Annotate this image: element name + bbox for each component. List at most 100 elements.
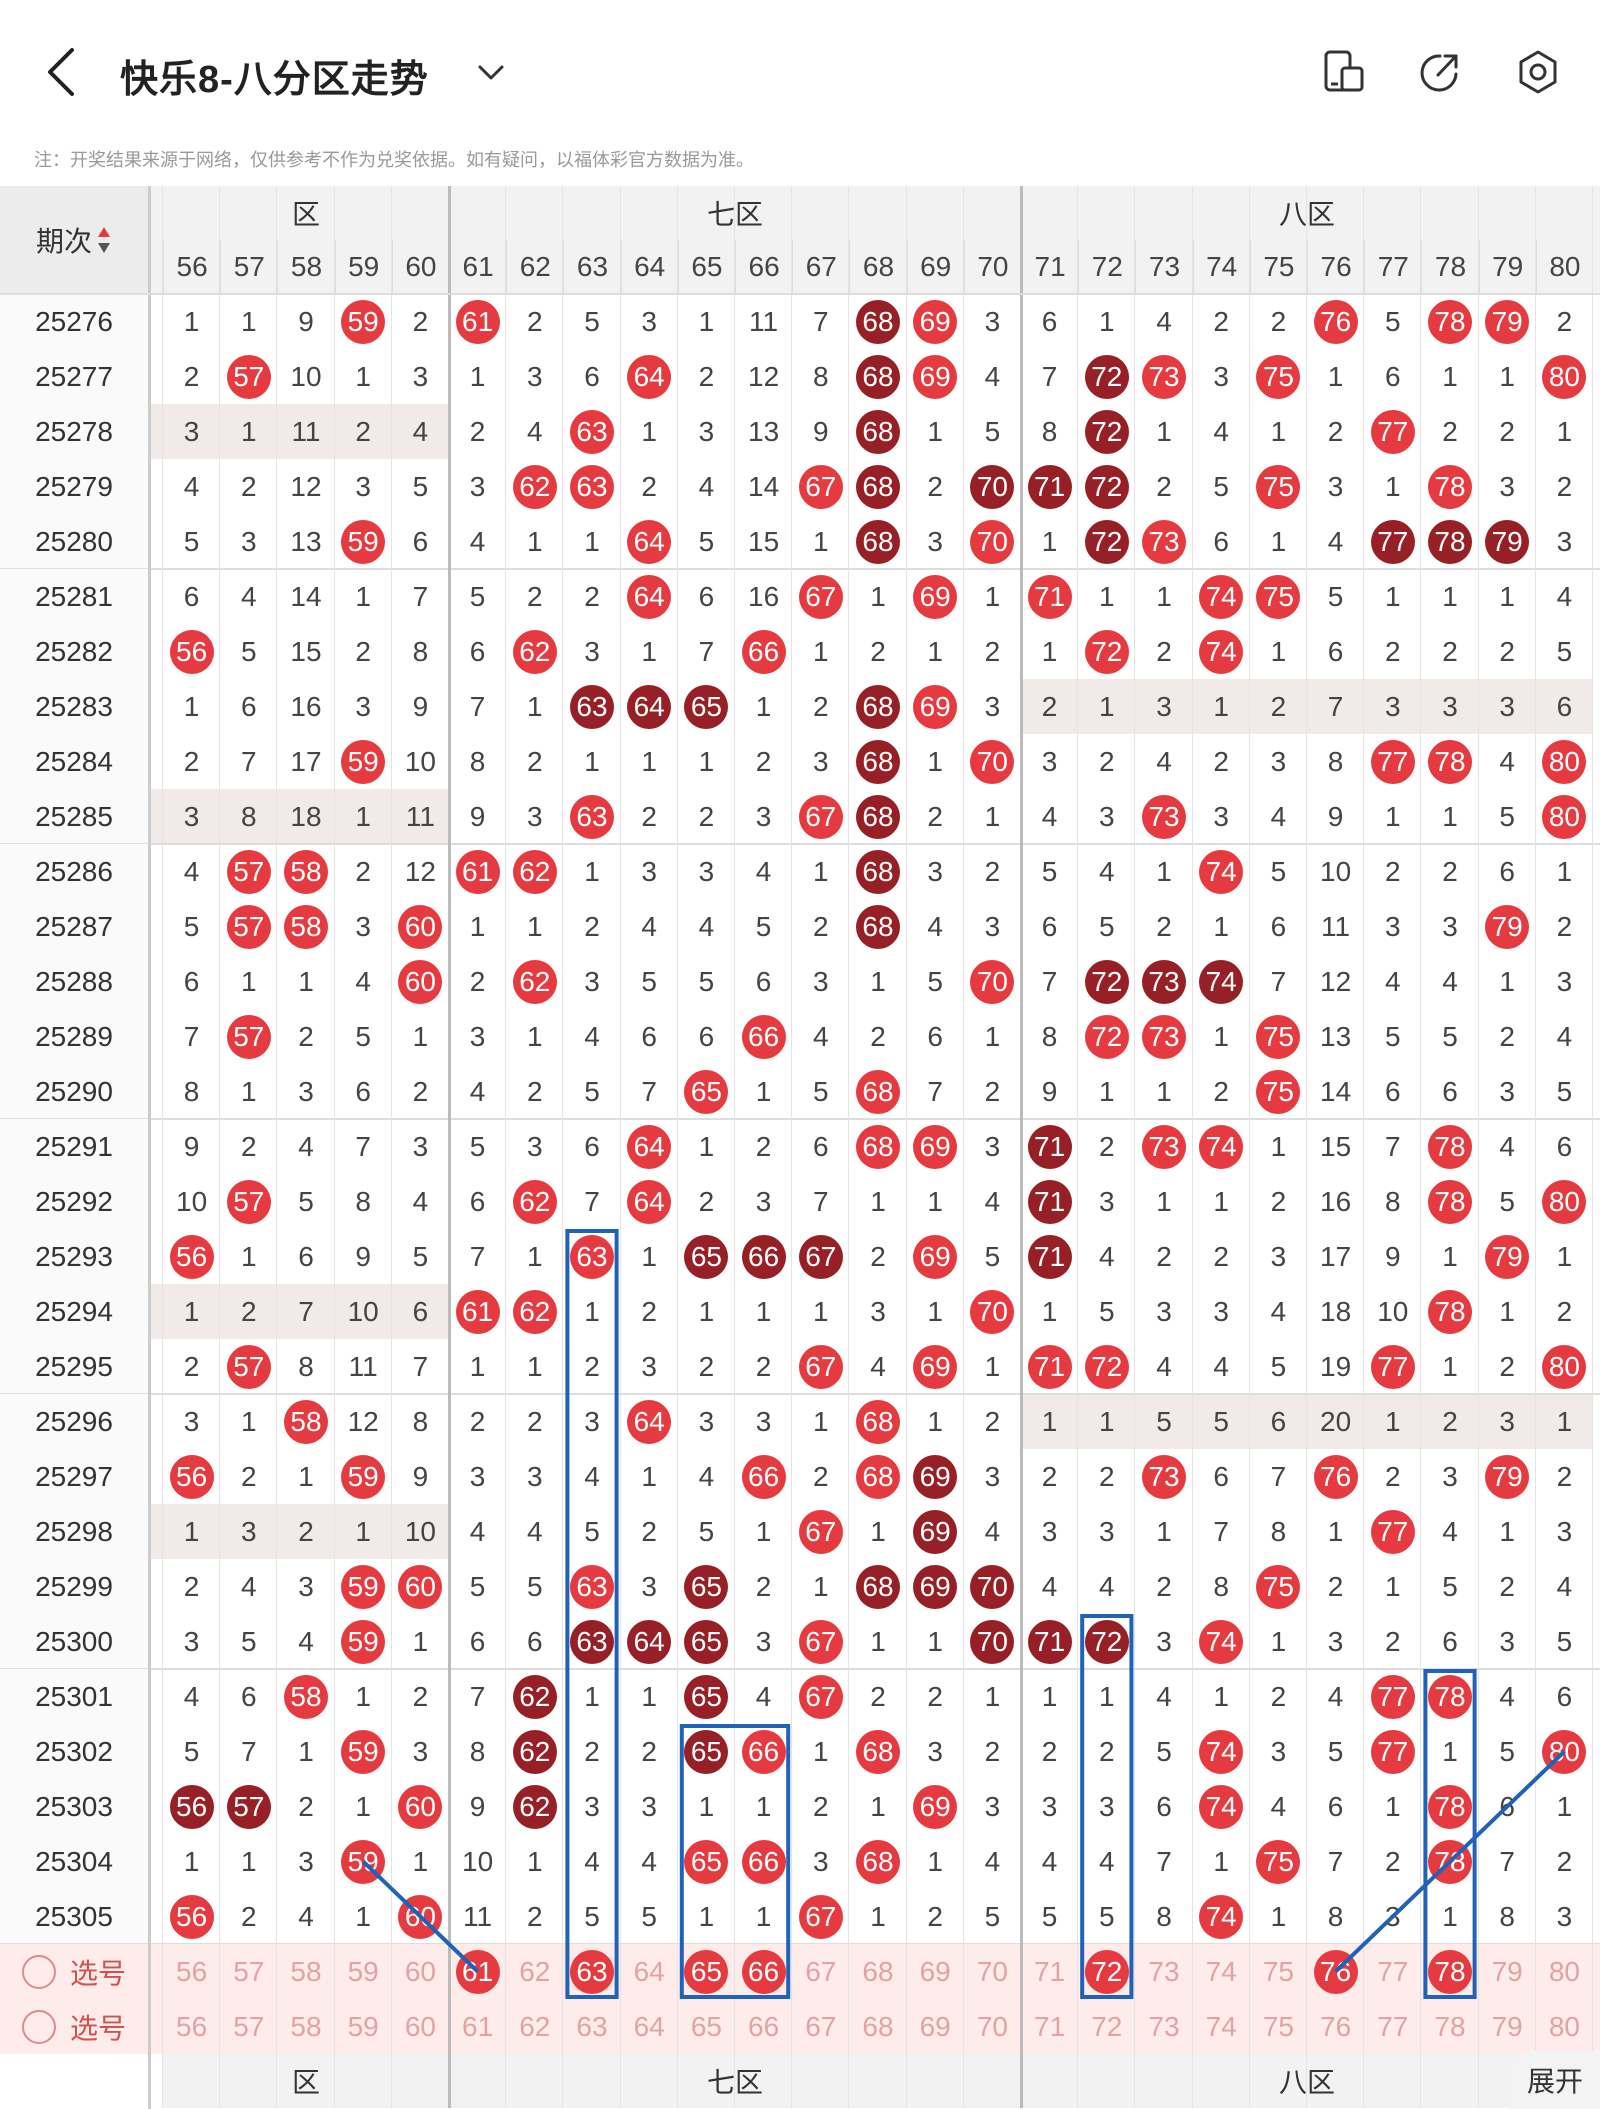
select-cell[interactable]: 75 [1262, 2010, 1294, 2042]
select-cell[interactable]: 58 [290, 1955, 322, 1987]
picked-ball[interactable]: 76 [1313, 1949, 1358, 1994]
back-button[interactable] [40, 44, 84, 100]
select-cell[interactable]: 80 [1548, 1955, 1580, 1987]
table-cell: 9 [469, 800, 486, 832]
table-cell: 5 [698, 1515, 715, 1547]
select-cell[interactable]: 78 [1421, 1944, 1478, 1999]
select-cell[interactable]: 66 [748, 2010, 780, 2042]
select-cell[interactable]: 69 [919, 1955, 951, 1987]
select-cell[interactable]: 64 [633, 1955, 665, 1987]
select-cell[interactable]: 60 [404, 2010, 436, 2042]
select-cell[interactable]: 60 [404, 1955, 436, 1987]
table-cell: 62 [506, 1669, 563, 1724]
table-cell: 60 [392, 1779, 449, 1834]
table-cell: 2 [1213, 745, 1229, 777]
table-cell: 7 [412, 580, 429, 612]
select-cell[interactable]: 70 [976, 1955, 1008, 1987]
issue-header[interactable]: 期次 [0, 186, 148, 294]
select-cell[interactable]: 58 [290, 2010, 322, 2042]
table-cell: 67 [792, 459, 849, 514]
table-cell: 2 [1384, 1845, 1401, 1877]
select-cell[interactable]: 59 [347, 2010, 379, 2042]
table-cell: 62 [506, 1724, 563, 1779]
select-cell[interactable]: 63 [563, 1944, 620, 1999]
table-cell: 1 [755, 1900, 772, 1932]
select-radio-icon[interactable] [21, 1954, 56, 1989]
select-radio-icon[interactable] [21, 2009, 56, 2044]
table-cell: 5 [984, 415, 1001, 447]
drawn-ball: 80 [1542, 1344, 1587, 1389]
page-title[interactable]: 快乐8-八分区走势 [120, 59, 429, 101]
table-cell: 68 [849, 1834, 906, 1889]
table-cell: 2 [1499, 1020, 1515, 1052]
trend-table[interactable]: 期次区区七区七区八区八区5657585960616263646566676869… [0, 186, 1600, 2109]
select-row-label[interactable]: 选号 [0, 1944, 148, 1999]
picked-ball[interactable]: 66 [741, 1949, 786, 1994]
select-cell[interactable]: 74 [1205, 2010, 1237, 2042]
select-cell[interactable]: 62 [519, 2010, 551, 2042]
settings-button[interactable] [1514, 48, 1562, 96]
select-cell[interactable]: 77 [1377, 1955, 1409, 1987]
select-cell[interactable]: 62 [519, 1955, 551, 1987]
table-cell: 70 [964, 1284, 1021, 1339]
select-cell[interactable]: 69 [919, 2010, 951, 2042]
select-cell[interactable]: 71 [1034, 1955, 1066, 1987]
select-cell[interactable]: 68 [862, 2010, 894, 2042]
select-cell[interactable]: 66 [735, 1944, 792, 1999]
select-cell[interactable]: 71 [1034, 2010, 1066, 2042]
table-cell: 8 [355, 1185, 371, 1217]
picked-ball[interactable]: 78 [1427, 1949, 1472, 1994]
column-divider [734, 186, 735, 2108]
table-cell: 10 [176, 1185, 208, 1217]
select-cell[interactable]: 65 [690, 2010, 722, 2042]
select-cell[interactable]: 67 [805, 2010, 837, 2042]
select-cell[interactable]: 77 [1377, 2010, 1409, 2042]
select-cell[interactable]: 75 [1262, 1955, 1294, 1987]
select-cell[interactable]: 65 [678, 1944, 735, 1999]
picked-ball[interactable]: 63 [569, 1949, 614, 1994]
select-cell[interactable]: 70 [976, 2010, 1008, 2042]
select-cell[interactable]: 76 [1320, 2010, 1352, 2042]
select-cell[interactable]: 57 [233, 2010, 265, 2042]
title-dropdown-button[interactable] [474, 56, 508, 90]
table-cell: 1 [984, 1680, 1001, 1712]
table-cell: 1 [927, 635, 943, 667]
select-cell[interactable]: 64 [633, 2010, 665, 2042]
select-cell[interactable]: 56 [176, 2010, 208, 2042]
table-cell: 9 [1327, 800, 1344, 832]
select-cell[interactable]: 72 [1091, 2010, 1123, 2042]
table-cell: 6 [1041, 305, 1058, 337]
table-cell: 79 [1479, 1229, 1536, 1284]
select-cell[interactable]: 73 [1148, 1955, 1180, 1987]
expand-button[interactable]: 展开 [1510, 2050, 1600, 2109]
select-cell[interactable]: 68 [862, 1955, 894, 1987]
select-cell[interactable]: 80 [1548, 2010, 1580, 2042]
table-cell: 1 [698, 1130, 715, 1162]
select-cell[interactable]: 72 [1078, 1944, 1135, 1999]
repeat-ball: 62 [512, 1784, 557, 1829]
select-cell[interactable]: 59 [347, 1955, 379, 1987]
table-cell: 2 [1556, 1460, 1573, 1492]
table-cell: 1 [183, 1295, 200, 1327]
select-cell[interactable]: 74 [1205, 1955, 1237, 1987]
picked-ball[interactable]: 65 [684, 1949, 729, 1994]
select-cell[interactable]: 56 [176, 1955, 208, 1987]
select-cell[interactable]: 79 [1491, 1955, 1523, 1987]
select-cell[interactable]: 61 [449, 1944, 506, 1999]
table-cell: 2 [1499, 1350, 1515, 1382]
picked-ball[interactable]: 61 [455, 1949, 500, 1994]
select-cell[interactable]: 73 [1148, 2010, 1180, 2042]
select-cell[interactable]: 79 [1491, 2010, 1523, 2042]
select-cell[interactable]: 57 [233, 1955, 265, 1987]
select-cell[interactable]: 67 [805, 1955, 837, 1987]
share-button[interactable] [1416, 48, 1464, 96]
select-cell[interactable]: 63 [576, 2010, 608, 2042]
layout-toggle-button[interactable] [1320, 48, 1368, 96]
drawn-ball: 70 [970, 1289, 1015, 1334]
select-cell[interactable]: 78 [1434, 2010, 1466, 2042]
select-cell[interactable]: 76 [1307, 1944, 1364, 1999]
select-row-label[interactable]: 选号 [0, 1999, 148, 2054]
picked-ball[interactable]: 72 [1084, 1949, 1129, 1994]
table-cell: 2 [698, 360, 715, 392]
select-cell[interactable]: 61 [462, 2010, 494, 2042]
